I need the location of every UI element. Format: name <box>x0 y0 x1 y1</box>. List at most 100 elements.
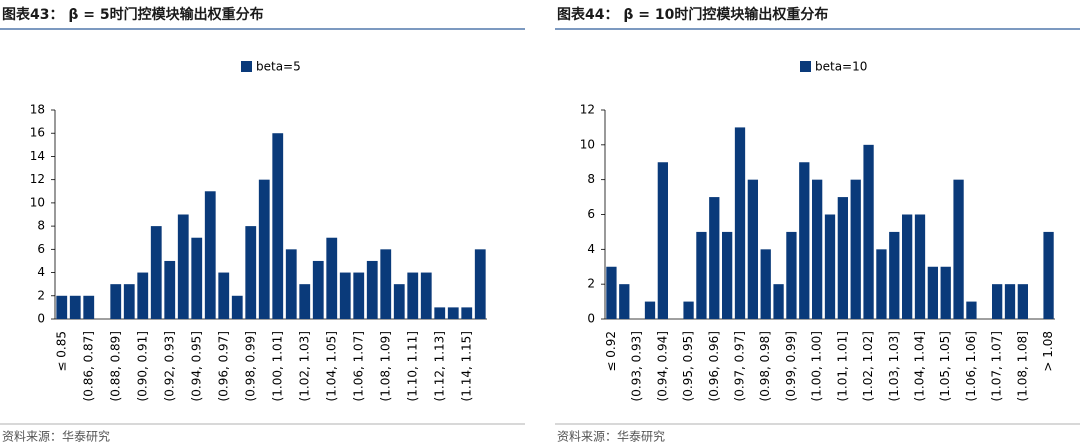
x-tick-label: (0.96, 0.97] <box>216 331 230 401</box>
bar <box>110 284 122 319</box>
x-tick-label: (1.08, 1.09] <box>378 331 392 401</box>
bar <box>799 162 810 319</box>
x-tick-label: ≤ 0.85 <box>54 331 68 372</box>
x-tick-label: (0.96, 0.96] <box>707 331 721 401</box>
bar <box>619 284 630 319</box>
bar <box>644 301 656 319</box>
y-tick-label: 18 <box>30 103 45 117</box>
bar <box>850 179 861 319</box>
y-tick-label: 4 <box>37 265 45 279</box>
y-tick-label: 6 <box>37 242 45 256</box>
y-tick-label: 8 <box>37 219 45 233</box>
x-tick-label: (1.14, 1.15] <box>459 331 473 401</box>
x-tick-label: (0.99, 0.99] <box>784 331 798 401</box>
bar <box>889 231 900 319</box>
bar <box>204 191 216 319</box>
x-tick-label: (1.08, 1.08] <box>1015 331 1029 401</box>
bar <box>709 197 720 319</box>
bar <box>231 295 243 319</box>
bar <box>191 237 203 319</box>
bar <box>339 272 351 319</box>
legend-label: beta=5 <box>256 60 301 74</box>
x-tick-label: (1.04, 1.04] <box>913 331 927 401</box>
bar <box>393 284 405 319</box>
y-tick-label: 12 <box>30 172 45 186</box>
bar <box>312 260 324 319</box>
bar <box>69 295 81 319</box>
y-tick-label: 4 <box>587 242 595 256</box>
bar <box>164 260 176 319</box>
bar <box>863 144 874 319</box>
bar <box>902 214 913 319</box>
bar <box>123 284 135 319</box>
y-tick-label: 2 <box>587 277 595 291</box>
bar <box>824 214 836 319</box>
x-tick-label: (0.94, 0.94] <box>655 331 669 401</box>
bar <box>696 231 707 319</box>
bar <box>461 307 473 319</box>
bar <box>966 301 977 319</box>
y-tick-label: 0 <box>37 312 45 326</box>
legend-label: beta=10 <box>815 60 867 74</box>
bar <box>258 179 270 319</box>
y-tick-label: 6 <box>587 207 595 221</box>
x-tick-label: (0.92, 0.93] <box>162 331 176 401</box>
x-tick-label: (1.03, 1.03] <box>887 331 901 401</box>
y-tick-label: 10 <box>580 137 595 151</box>
bar <box>760 249 771 319</box>
bar <box>420 272 432 319</box>
bar <box>56 295 68 319</box>
x-tick-label: (1.00, 1.00] <box>810 331 824 401</box>
bar <box>434 307 446 319</box>
x-tick-label: (1.00, 1.01] <box>270 331 284 401</box>
x-tick-label: (0.94, 0.95] <box>189 331 203 401</box>
bar <box>837 197 848 319</box>
source-note: 资料来源：华泰研究 <box>557 429 665 444</box>
x-tick-label: (0.95, 0.95] <box>681 331 695 401</box>
bar <box>245 226 257 319</box>
bar <box>927 266 938 319</box>
x-tick-label: (1.06, 1.07] <box>351 331 365 401</box>
y-tick-label: 0 <box>587 312 595 326</box>
bar <box>786 231 797 319</box>
bar <box>380 249 392 319</box>
legend-swatch <box>241 61 252 72</box>
x-tick-label: (0.97, 0.97] <box>733 331 747 401</box>
y-tick-label: 10 <box>30 195 45 209</box>
source-note: 资料来源：华泰研究 <box>2 429 110 444</box>
x-tick-label: (1.04, 1.05] <box>324 331 338 401</box>
y-tick-label: 16 <box>30 126 45 140</box>
x-tick-label: (1.10, 1.11] <box>405 331 419 401</box>
x-tick-label: (0.93, 0.93] <box>630 331 644 401</box>
y-tick-label: 12 <box>580 103 595 117</box>
x-tick-label: (0.98, 0.99] <box>243 331 257 401</box>
y-tick-label: 8 <box>587 172 595 186</box>
bar <box>657 162 668 319</box>
y-tick-label: 2 <box>37 288 45 302</box>
bar <box>272 133 284 319</box>
x-tick-label: (0.98, 0.98] <box>758 331 772 401</box>
bar <box>177 214 189 319</box>
legend-swatch <box>800 61 811 72</box>
bar <box>299 284 311 319</box>
bar <box>474 249 486 319</box>
x-tick-label: (1.02, 1.03] <box>297 331 311 401</box>
x-tick-label: (1.12, 1.13] <box>432 331 446 401</box>
bar <box>218 272 230 319</box>
bar <box>747 179 758 319</box>
bar <box>1043 231 1054 319</box>
bar <box>773 284 784 319</box>
bar <box>876 249 887 319</box>
bar <box>326 237 338 319</box>
bar <box>734 127 746 320</box>
x-tick-label: (1.01, 1.01] <box>835 331 849 401</box>
bar <box>722 231 733 319</box>
x-tick-label: (0.86, 0.87] <box>81 331 95 401</box>
bar <box>447 307 459 319</box>
x-tick-label: (1.07, 1.07] <box>990 331 1004 401</box>
bar <box>353 272 365 319</box>
y-tick-label: 14 <box>30 149 45 163</box>
bar <box>940 266 951 319</box>
x-tick-label: (1.06, 1.06] <box>964 331 978 401</box>
